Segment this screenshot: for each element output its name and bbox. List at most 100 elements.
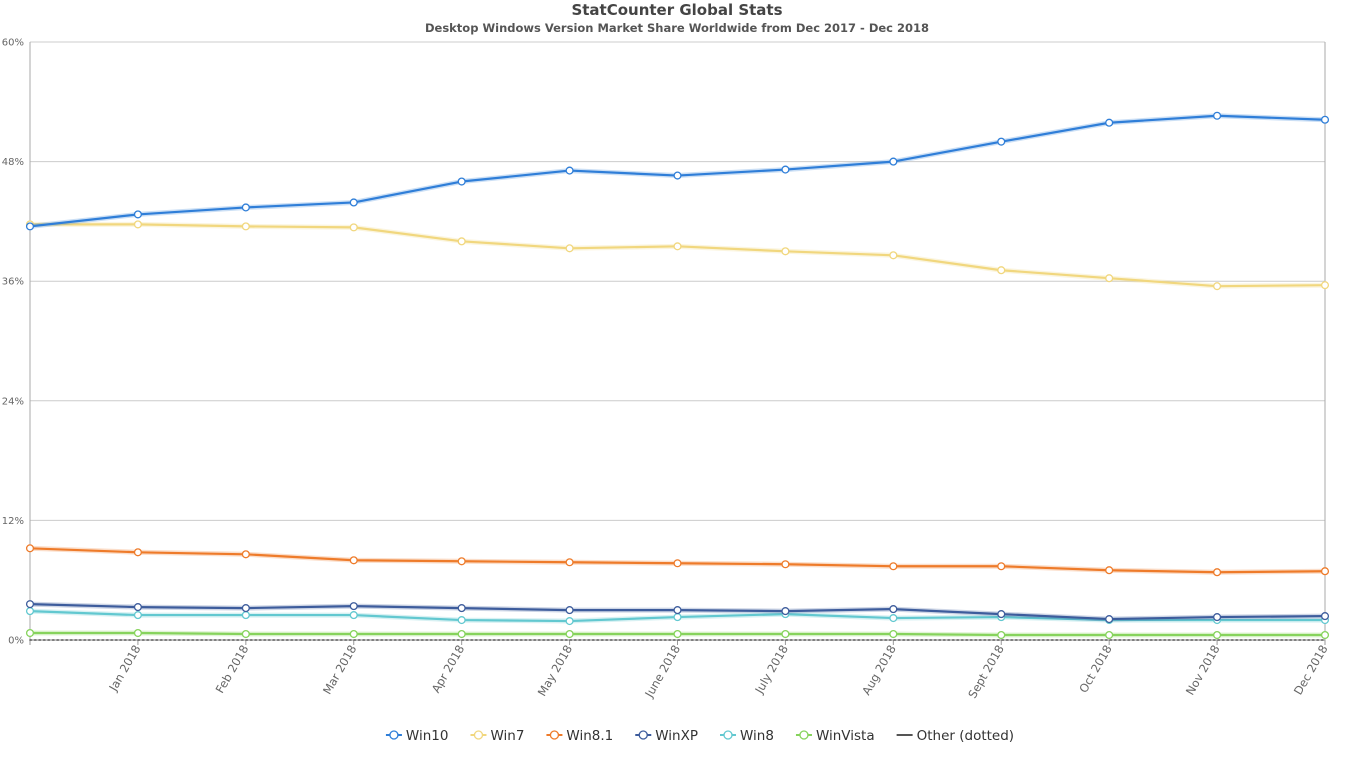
data-point xyxy=(1320,630,1330,640)
data-point xyxy=(1213,568,1222,577)
data-point xyxy=(349,602,358,611)
x-tick-label: Feb 2018 xyxy=(213,643,252,696)
data-point xyxy=(241,550,250,559)
data-point xyxy=(673,242,682,251)
data-point xyxy=(565,629,574,639)
legend-marker xyxy=(723,730,733,740)
data-point xyxy=(349,611,358,620)
data-point xyxy=(457,616,466,625)
x-tick-label: Oct 2018 xyxy=(1076,643,1115,696)
legend-item: Win8 xyxy=(720,728,774,744)
data-point xyxy=(133,548,142,557)
data-point xyxy=(1105,118,1114,127)
data-point xyxy=(25,600,35,609)
legend-item: WinVista xyxy=(795,728,875,744)
data-point xyxy=(349,198,358,207)
x-tick-label: Jan 2018 xyxy=(106,643,144,695)
data-point xyxy=(997,630,1006,640)
x-tick-label: June 2018 xyxy=(641,643,683,701)
data-point xyxy=(673,613,682,622)
x-tick-label: May 2018 xyxy=(535,643,575,699)
data-point xyxy=(1213,111,1222,120)
legend-item: Win10 xyxy=(385,728,449,744)
data-point xyxy=(241,222,250,231)
data-point xyxy=(673,606,682,615)
legend-item: Other (dotted) xyxy=(896,728,1014,744)
data-point xyxy=(457,629,466,639)
data-point xyxy=(997,266,1006,275)
y-tick-label: 36% xyxy=(2,277,24,288)
legend-label: Win7 xyxy=(490,728,524,744)
data-point xyxy=(25,544,35,553)
legend-item: WinXP xyxy=(635,728,698,744)
data-point xyxy=(781,247,790,256)
y-tick-label: 60% xyxy=(2,38,24,49)
series-win10 xyxy=(25,111,1330,231)
legend-label: Win8 xyxy=(740,728,774,744)
data-point xyxy=(241,611,250,620)
legend-label: Win8.1 xyxy=(566,728,613,744)
data-point xyxy=(781,607,790,616)
series-win7 xyxy=(25,220,1330,291)
data-point xyxy=(25,222,35,231)
data-point xyxy=(457,557,466,566)
data-point xyxy=(457,604,466,613)
data-point xyxy=(133,628,142,638)
data-point xyxy=(1320,567,1330,576)
data-point xyxy=(889,251,898,260)
series-glow xyxy=(30,221,1326,289)
data-point xyxy=(673,171,682,180)
data-point xyxy=(565,558,574,567)
legend-label: WinXP xyxy=(655,728,698,744)
data-point xyxy=(565,244,574,253)
series-lines xyxy=(25,111,1330,641)
data-point xyxy=(565,606,574,615)
data-point xyxy=(133,611,142,620)
chart-subtitle: Desktop Windows Version Market Share Wor… xyxy=(425,21,929,35)
legend-marker xyxy=(799,730,809,740)
data-point xyxy=(133,220,142,229)
data-point xyxy=(1105,615,1114,624)
y-tick-label: 24% xyxy=(2,396,24,407)
legend-marker xyxy=(549,730,560,740)
series-winvista xyxy=(25,628,1330,640)
data-point xyxy=(997,562,1006,571)
series-win8-1 xyxy=(25,544,1330,577)
data-point xyxy=(889,562,898,571)
data-point xyxy=(349,223,358,232)
series-line xyxy=(30,223,1326,288)
data-point xyxy=(889,605,898,614)
x-tick-label: July 2018 xyxy=(752,643,791,697)
data-point xyxy=(25,628,35,638)
y-tick-label: 12% xyxy=(2,516,24,527)
series-winxp xyxy=(25,600,1330,624)
legend: Win10 Win7 Win8.1 WinXP Win8 WinVista Other (d… xyxy=(385,728,1014,744)
x-tick-label: Mar 2018 xyxy=(320,643,359,697)
x-tick-label: Aug 2018 xyxy=(859,643,899,698)
data-point xyxy=(241,629,250,639)
data-point xyxy=(1105,630,1114,640)
data-point xyxy=(781,560,790,569)
data-point xyxy=(781,629,790,639)
data-point xyxy=(565,166,574,175)
data-point xyxy=(889,629,898,639)
data-point xyxy=(1213,282,1222,291)
data-point xyxy=(889,614,898,623)
grid xyxy=(30,41,1325,641)
data-point xyxy=(997,137,1006,146)
legend-item: Win7 xyxy=(470,728,524,744)
data-point xyxy=(565,617,574,626)
axes: 0% 12% 24% 36% 48% 60% Jan 2018 Feb 2018 Mar 201… xyxy=(2,38,1331,701)
data-point xyxy=(457,237,466,246)
data-point xyxy=(673,629,682,639)
x-tick-label: Apr 2018 xyxy=(429,643,468,696)
data-point xyxy=(25,607,35,616)
legend-marker xyxy=(389,730,399,740)
series-line xyxy=(29,114,1326,228)
legend-label: Win10 xyxy=(406,728,449,744)
legend-item: Win8.1 xyxy=(546,728,613,744)
data-point xyxy=(997,610,1006,619)
data-point xyxy=(1213,630,1222,640)
data-point xyxy=(1105,274,1114,283)
